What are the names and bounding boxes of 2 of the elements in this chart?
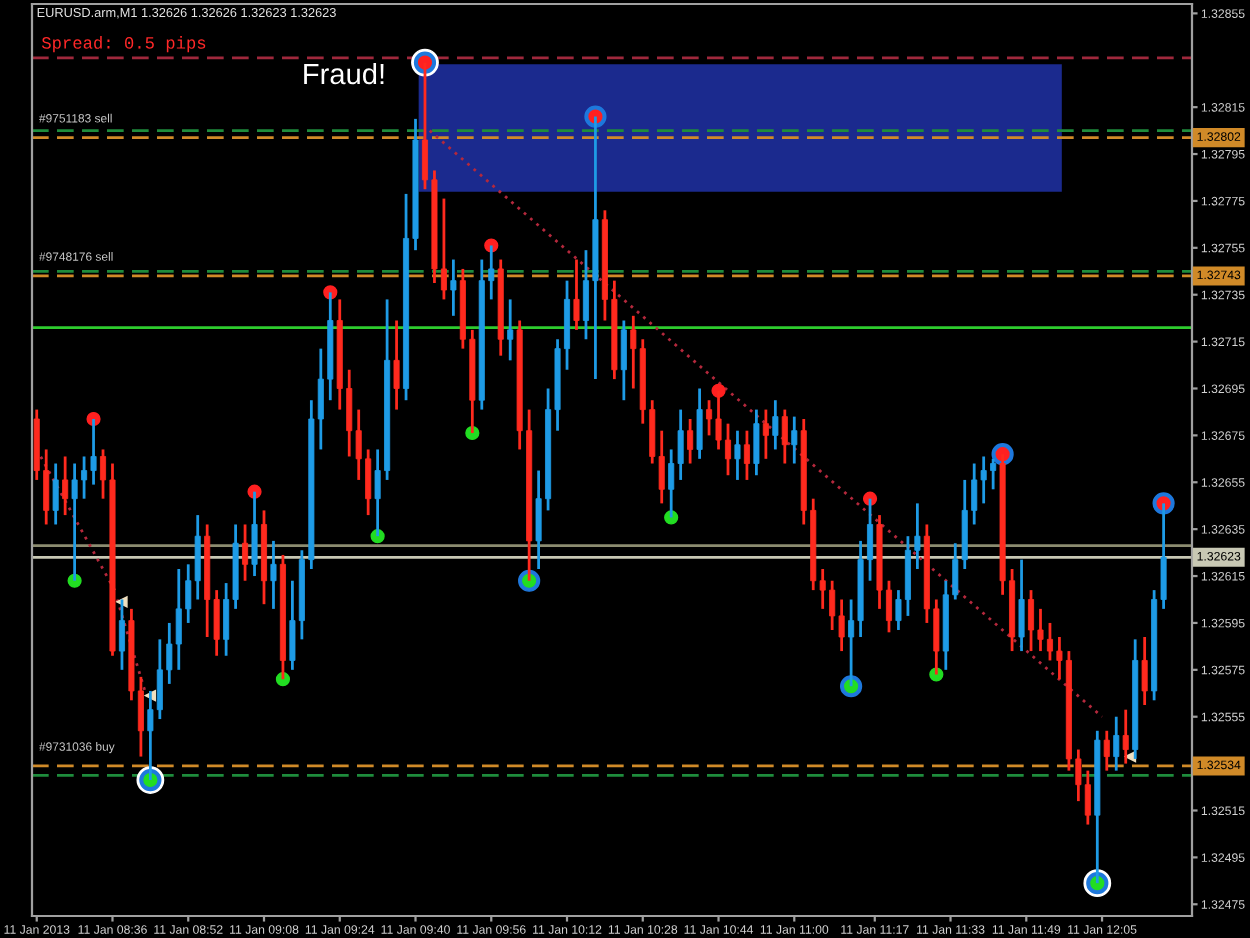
annotation: Fraud! <box>304 62 384 85</box>
annotation: Spread: 0.5 pips <box>41 36 206 53</box>
